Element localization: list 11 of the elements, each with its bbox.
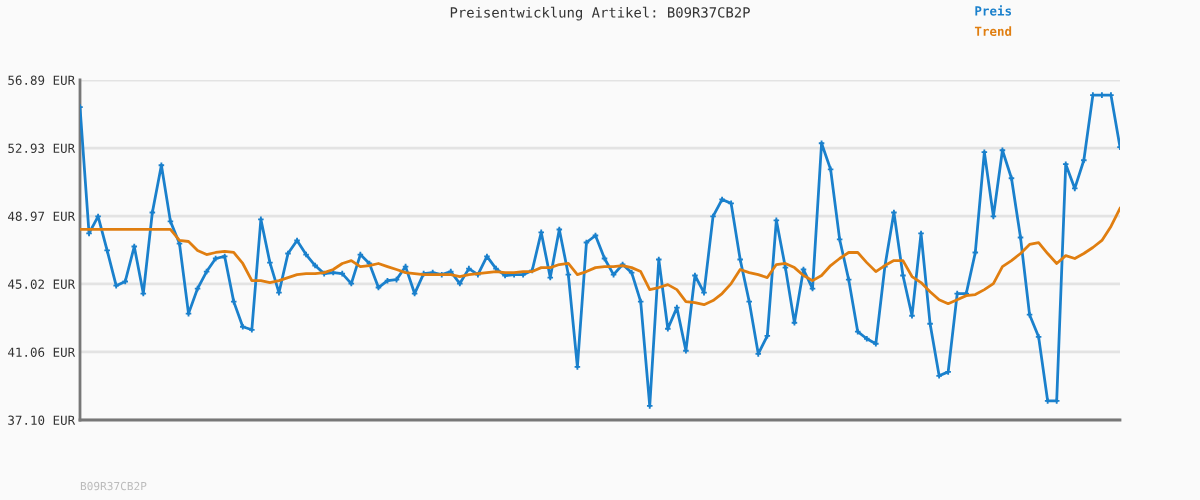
chart-title: Preisentwicklung Artikel: B09R37CB2P [450,6,750,21]
line-series [80,206,1120,307]
y-tick-label: 37.10 EUR [8,415,76,425]
y-tick-label: 52.93 EUR [8,143,76,153]
y-tick-label: 48.97 EUR [8,211,76,222]
text: B09R37CB2P [80,481,147,491]
y-tick-label: 56.89 EUR [8,75,76,85]
text: Preis [975,5,1012,16]
y-tick-label: 41.06 EUR [8,347,76,357]
text: Trend [974,26,1012,37]
y-tick-label: 45.02 EUR [8,279,76,289]
